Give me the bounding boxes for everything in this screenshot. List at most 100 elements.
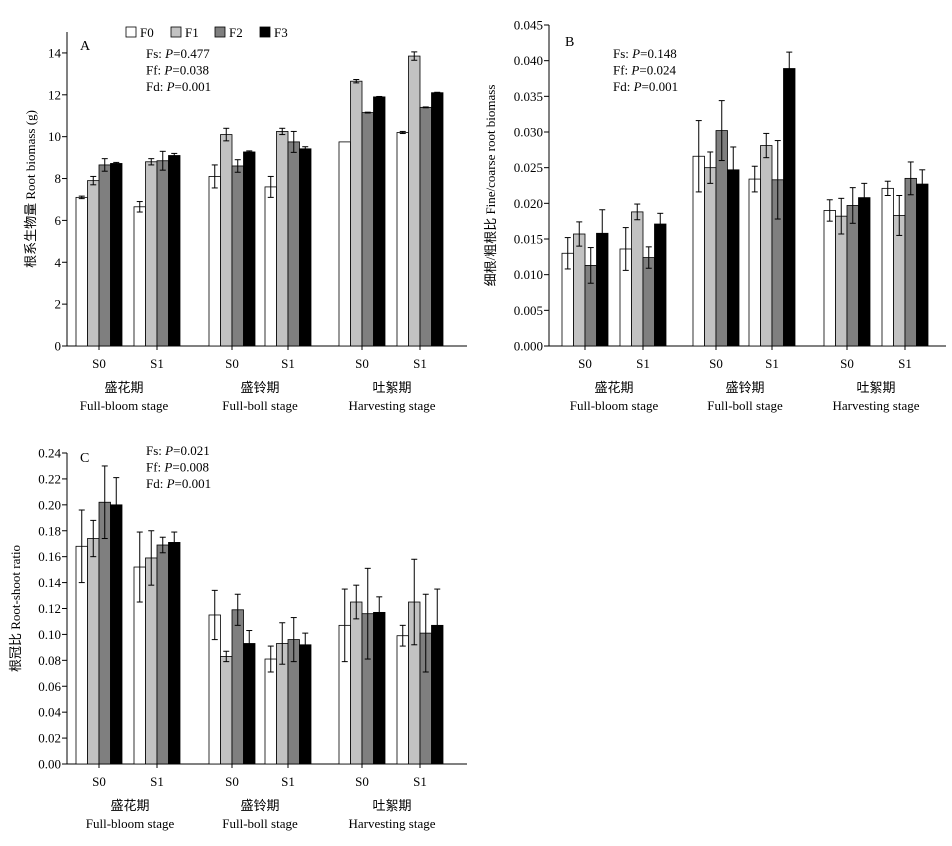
bar-f1-3 xyxy=(704,167,717,347)
bar-f0-4 xyxy=(264,186,277,347)
bar-f2-2 xyxy=(642,257,655,347)
y-tick-label: 0.020 xyxy=(514,196,543,211)
legend-swatch-f0 xyxy=(125,26,137,38)
bar-f2-4 xyxy=(287,141,300,347)
group-label-en: Harvesting stage xyxy=(348,398,435,413)
bar-f2-3 xyxy=(231,165,244,347)
bar-f3-1 xyxy=(110,163,123,347)
chart-panel-c: 0.00 0.02 0.04 0.06 0.08 0.10 0.12 0.14 0.16 0.18… xyxy=(8,443,467,831)
y-tick-label: 10 xyxy=(48,129,61,144)
y-tick-label: 4 xyxy=(55,255,62,270)
x-category-label: S0 xyxy=(840,356,854,371)
y-tick-label: 0.14 xyxy=(38,575,61,590)
y-tick-label: 0.00 xyxy=(38,757,61,772)
bar-f0-2 xyxy=(133,206,146,347)
group-label-cn: 吐絮期 xyxy=(372,798,411,813)
bar-f1-4 xyxy=(276,131,289,347)
y-tick-label: 0.02 xyxy=(38,731,61,746)
group-label-en: Full-bloom stage xyxy=(80,398,169,413)
bar-f3-2 xyxy=(168,542,181,765)
bar-f1-1 xyxy=(573,233,586,347)
stat-line: Fd: P=0.001 xyxy=(146,476,211,491)
stat-line: Fd: P=0.001 xyxy=(613,79,678,94)
x-category-label: S1 xyxy=(765,356,779,371)
bar-f2-6 xyxy=(904,177,917,347)
group-label-cn: 盛铃期 xyxy=(240,798,279,813)
bar-f1-5 xyxy=(350,80,363,347)
y-axis-label: 根系生物量 Root biomass (g) xyxy=(23,110,38,268)
y-tick-label: 14 xyxy=(48,45,62,60)
bar-f0-3 xyxy=(208,176,221,347)
bar-f3-6 xyxy=(916,183,929,347)
bar-f0-6 xyxy=(396,132,409,347)
bar-f3-3 xyxy=(727,169,740,347)
bar-f3-2 xyxy=(654,223,667,347)
bar-f1-1 xyxy=(87,538,100,765)
y-tick-label: 0.000 xyxy=(514,339,543,354)
x-category-label: S0 xyxy=(578,356,592,371)
y-tick-label: 8 xyxy=(55,171,62,186)
bar-f1-1 xyxy=(87,180,100,347)
bar-f3-5 xyxy=(373,611,386,765)
y-tick-label: 0.045 xyxy=(514,18,543,33)
x-category-label: S1 xyxy=(413,774,427,789)
y-tick-label: 0.08 xyxy=(38,653,61,668)
y-tick-label: 0.18 xyxy=(38,523,61,538)
x-category-label: S0 xyxy=(709,356,723,371)
y-tick-label: 0.035 xyxy=(514,89,543,104)
x-category-label: S1 xyxy=(281,356,295,371)
group-label-cn: 盛花期 xyxy=(110,798,149,813)
bar-f1-3 xyxy=(220,656,233,765)
group-label-cn: 吐絮期 xyxy=(372,380,411,395)
bar-f1-2 xyxy=(145,557,158,765)
bar-f2-5 xyxy=(846,205,859,347)
y-tick-label: 0.16 xyxy=(38,549,61,564)
legend-label: F0 xyxy=(140,25,154,40)
bar-f0-5 xyxy=(823,210,836,347)
group-label-cn: 吐絮期 xyxy=(856,380,895,395)
bar-f1-2 xyxy=(631,211,644,347)
y-tick-label: 0.24 xyxy=(38,446,61,461)
y-tick-label: 0 xyxy=(55,339,62,354)
bar-f0-6 xyxy=(396,635,409,765)
bar-f1-2 xyxy=(145,161,158,347)
x-category-label: S0 xyxy=(355,356,369,371)
stat-line: Fd: P=0.001 xyxy=(146,79,211,94)
x-category-label: S0 xyxy=(92,356,106,371)
x-category-label: S0 xyxy=(355,774,369,789)
bar-f3-4 xyxy=(299,148,312,347)
group-label-en: Harvesting stage xyxy=(348,816,435,831)
y-tick-label: 6 xyxy=(55,213,62,228)
bar-f3-5 xyxy=(858,197,871,347)
y-tick-label: 2 xyxy=(55,297,62,312)
y-tick-label: 0.025 xyxy=(514,160,543,175)
bar-f3-3 xyxy=(243,643,256,765)
bar-f1-5 xyxy=(350,601,363,765)
bar-f0-6 xyxy=(881,187,894,347)
legend-label: F3 xyxy=(274,25,288,40)
y-axis-label: 细根/粗根比 Fine/coarse root biomass xyxy=(483,85,498,287)
bar-f3-5 xyxy=(373,96,386,347)
group-label-en: Full-bloom stage xyxy=(570,398,659,413)
x-category-label: S1 xyxy=(636,356,650,371)
legend-swatch-f3 xyxy=(259,26,271,38)
panel-letter: C xyxy=(80,451,89,466)
bar-f2-1 xyxy=(98,501,111,765)
group-label-cn: 盛铃期 xyxy=(725,380,764,395)
panel-letter: B xyxy=(565,35,574,50)
group-label-en: Full-boll stage xyxy=(222,816,298,831)
bar-f1-6 xyxy=(408,55,421,347)
stat-line: Fs: P=0.148 xyxy=(613,46,677,61)
y-tick-label: 0.22 xyxy=(38,471,61,486)
bar-f1-3 xyxy=(220,134,233,347)
bar-f1-5 xyxy=(835,215,848,347)
x-category-label: S1 xyxy=(150,774,164,789)
legend-swatch-f1 xyxy=(170,26,182,38)
bar-f2-5 xyxy=(361,112,374,347)
legend-swatch-f2 xyxy=(214,26,226,38)
x-category-label: S0 xyxy=(225,356,239,371)
group-label-en: Full-boll stage xyxy=(222,398,298,413)
chart-panel-a: 0 2 4 6 8 10 12 14 根系生物量 Root biomass (g) S0 S1 S0 S… xyxy=(23,32,467,413)
stat-line: Ff: P=0.024 xyxy=(613,63,676,78)
